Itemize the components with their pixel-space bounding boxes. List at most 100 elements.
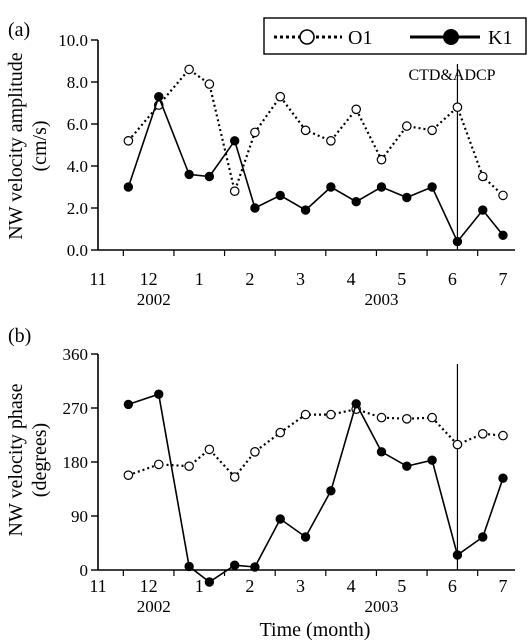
data-point-k1 [326, 486, 336, 496]
x-tick-label: 7 [499, 269, 508, 289]
y-tick-label: 90 [71, 507, 88, 526]
data-point-o1 [452, 102, 463, 112]
data-point-o1 [498, 430, 508, 441]
data-point-o1 [300, 125, 311, 136]
data-point-k1 [402, 192, 412, 203]
data-point-o1 [229, 472, 240, 482]
data-point-k1 [478, 532, 488, 542]
data-point-k1 [123, 399, 134, 410]
panel-a-label: (a) [8, 19, 30, 41]
data-point-k1 [452, 236, 463, 247]
data-point-o1 [250, 127, 260, 138]
panel-a-ylabel-line1: NW velocity amplitude [5, 52, 27, 239]
x-year-label: 2003 [365, 597, 399, 616]
data-point-o1 [376, 412, 387, 423]
data-point-k1 [154, 389, 164, 399]
y-tick-label: 0 [80, 561, 89, 580]
x-tick-label: 12 [140, 269, 158, 289]
data-point-k1 [498, 473, 508, 483]
x-tick-label: 6 [448, 576, 457, 596]
data-point-o1 [427, 125, 437, 136]
x-year-label: 2002 [137, 290, 171, 309]
y-tick-label: 10.0 [58, 31, 88, 50]
series-line-k1 [127, 94, 504, 244]
data-point-o1 [123, 470, 134, 480]
data-point-k1 [204, 171, 215, 182]
data-point-o1 [300, 409, 311, 420]
data-point-o1 [452, 439, 463, 450]
x-tick-label: 3 [296, 269, 305, 289]
data-point-k1 [452, 550, 463, 560]
x-tick-label: 4 [347, 576, 356, 596]
data-point-o1 [275, 91, 286, 102]
data-point-k1 [351, 399, 361, 409]
panel-a-ylabel-line2: (cm/s) [29, 120, 51, 171]
annotation-ctd-adcp: CTD&ADCP [408, 67, 495, 84]
data-point-o1 [477, 428, 488, 439]
x-tick-label: 7 [499, 576, 508, 596]
x-tick-label: 5 [397, 576, 406, 596]
legend-k1-marker [443, 29, 459, 45]
panel-b-ylabel-line1: NW velocity phase [5, 383, 27, 536]
legend-o1-marker [299, 29, 315, 45]
x-tick-label: 11 [89, 269, 106, 289]
data-point-k1 [229, 560, 240, 570]
y-tick-label: 180 [63, 453, 89, 472]
y-tick-label: 2.0 [67, 199, 88, 218]
data-point-k1 [427, 182, 437, 192]
data-point-k1 [300, 532, 311, 542]
data-point-k1 [154, 91, 164, 102]
data-point-o1 [402, 121, 412, 131]
data-point-k1 [326, 182, 336, 192]
data-point-k1 [498, 230, 508, 241]
panel-b-ylabel-line2: (degrees) [29, 423, 51, 497]
data-point-o1 [204, 79, 215, 89]
data-point-o1 [376, 154, 387, 165]
data-point-k1 [376, 182, 387, 192]
data-point-o1 [250, 446, 260, 457]
data-point-o1 [402, 413, 412, 424]
x-tick-label: 2 [245, 576, 254, 596]
x-axis-title: Time (month) [260, 619, 371, 641]
legend-k1-label: K1 [488, 27, 512, 49]
data-point-k1 [250, 562, 260, 572]
x-tick-label: 12 [140, 576, 158, 596]
panel-b: (b) NW velocity phase (degrees) 09018027… [5, 325, 515, 641]
x-tick-label: 1 [195, 576, 204, 596]
data-point-k1 [351, 196, 361, 207]
y-tick-label: 360 [63, 345, 89, 364]
data-point-o1 [204, 444, 215, 455]
series-line-o1 [127, 67, 504, 197]
series-line-o1 [128, 408, 504, 479]
x-year-label: 2003 [365, 290, 399, 309]
data-point-o1 [427, 412, 437, 423]
data-point-k1 [250, 203, 260, 213]
data-point-k1 [184, 169, 194, 180]
legend-o1-label: O1 [348, 27, 372, 49]
data-point-o1 [123, 136, 134, 146]
x-year-label: 2002 [137, 597, 171, 616]
x-tick-label: 1 [195, 269, 204, 289]
data-point-o1 [477, 171, 488, 182]
x-tick-label: 6 [448, 269, 457, 289]
data-point-o1 [275, 427, 286, 438]
data-point-o1 [153, 459, 164, 470]
x-tick-label: 3 [296, 576, 305, 596]
y-tick-label: 0.0 [67, 241, 88, 260]
data-point-k1 [376, 447, 387, 457]
y-tick-label: 6.0 [67, 115, 88, 134]
panel-b-series [123, 389, 508, 587]
data-point-k1 [478, 205, 488, 215]
data-point-k1 [427, 455, 437, 465]
data-point-k1 [275, 514, 285, 524]
y-tick-label: 8.0 [67, 73, 88, 92]
panel-a-series [123, 64, 508, 247]
panel-a: (a) NW velocity amplitude (cm/s) 0.0 2.0 4… [5, 17, 527, 309]
data-point-o1 [326, 409, 336, 420]
y-tick-label: 270 [63, 399, 89, 418]
x-tick-label: 11 [89, 576, 106, 596]
x-tick-label: 2 [245, 269, 254, 289]
data-point-o1 [184, 461, 194, 471]
